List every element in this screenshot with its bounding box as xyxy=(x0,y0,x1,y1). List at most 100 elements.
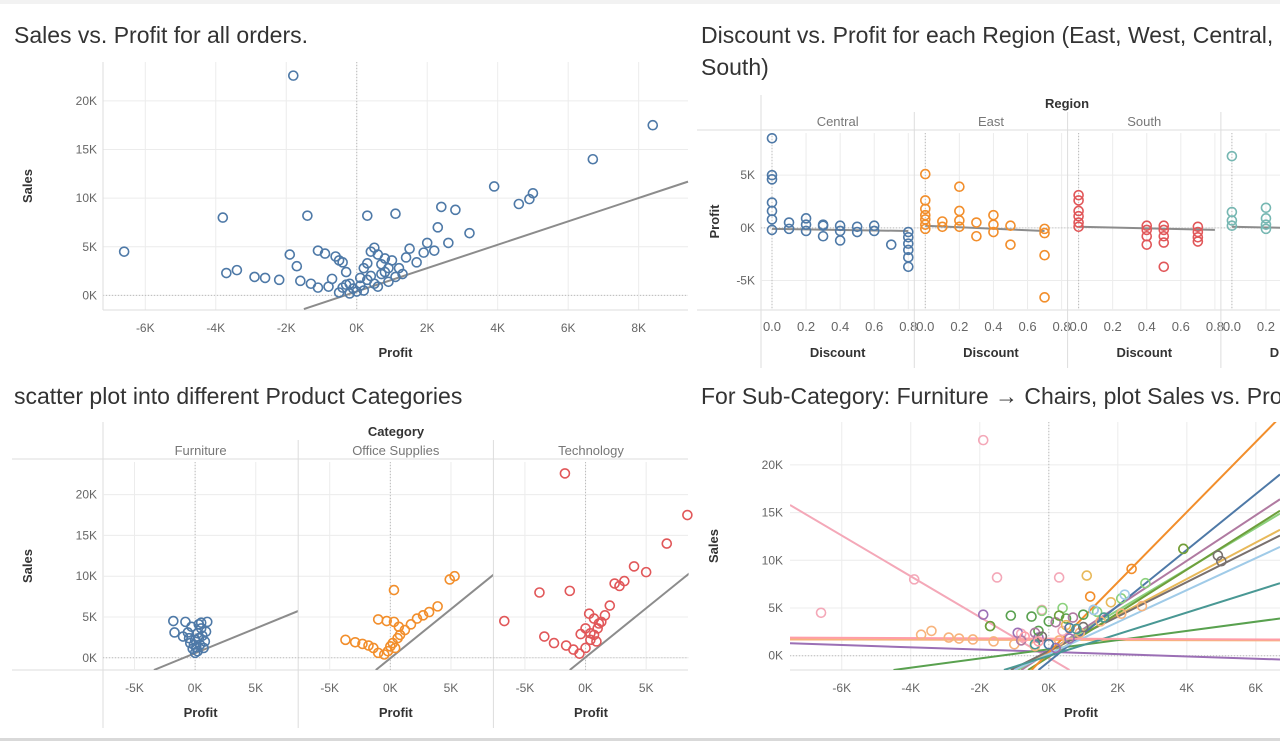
sheet-title-category-scatter: scatter plot into different Product Cate… xyxy=(14,383,463,409)
data-point xyxy=(937,216,948,227)
y-axis-title: Sales xyxy=(706,529,721,563)
data-point xyxy=(376,268,387,280)
sheet-title-chairs-scatter: For Sub-Category: Furniture → Chairs, pl… xyxy=(701,383,1280,409)
data-point xyxy=(527,187,539,199)
data-point xyxy=(302,210,313,221)
x-tick-label: 0.0 xyxy=(1070,319,1088,334)
data-point xyxy=(1067,612,1079,623)
data-point xyxy=(1226,215,1238,226)
data-point xyxy=(389,642,401,654)
data-point xyxy=(1039,223,1050,235)
data-point xyxy=(817,230,829,242)
data-point xyxy=(168,615,179,627)
data-point xyxy=(388,584,400,596)
data-point xyxy=(449,570,460,582)
data-point xyxy=(405,619,417,630)
data-point xyxy=(926,625,937,637)
y-tick-label: 5K xyxy=(82,240,97,254)
x-tick-label: 0.2 xyxy=(1104,319,1122,334)
y-tick-label: 0K xyxy=(82,651,97,665)
data-point xyxy=(766,169,778,181)
data-point xyxy=(357,638,368,650)
data-point xyxy=(1073,221,1084,233)
trend-line xyxy=(1013,546,1280,670)
data-point xyxy=(604,600,616,611)
x-tick-label: 0K xyxy=(578,681,593,695)
data-point xyxy=(564,585,576,597)
x-tick-label: -5K xyxy=(125,681,144,695)
data-point xyxy=(919,168,931,180)
x-axis-title: Profit xyxy=(379,705,414,720)
data-point xyxy=(1260,223,1272,235)
data-point xyxy=(817,219,829,230)
x-tick-label: 0.6 xyxy=(1018,319,1036,334)
data-point xyxy=(591,636,602,647)
data-point xyxy=(1115,608,1127,620)
data-point xyxy=(834,220,846,232)
x-tick-label: 0K xyxy=(1041,681,1056,695)
x-tick-label: 0.0 xyxy=(916,319,934,334)
panel-header-category: Office Supplies xyxy=(352,443,440,458)
data-point xyxy=(411,613,423,624)
trend-line xyxy=(925,224,1045,232)
y-axis-title: Profit xyxy=(707,204,722,239)
x-axis-title: Discount xyxy=(1116,345,1172,360)
data-point xyxy=(915,629,927,641)
data-point xyxy=(1043,638,1055,650)
data-point xyxy=(766,132,778,144)
x-tick-label: 0.6 xyxy=(865,319,883,334)
data-point xyxy=(800,219,812,230)
x-tick-label: -4K xyxy=(206,321,225,335)
data-point xyxy=(383,262,394,274)
data-point xyxy=(908,574,920,585)
data-point xyxy=(392,632,403,644)
data-point xyxy=(390,271,401,283)
x-axis-title: Discount xyxy=(1270,345,1280,360)
data-point xyxy=(640,566,652,578)
x-tick-label: 4K xyxy=(1179,681,1194,695)
data-point xyxy=(815,607,827,619)
data-point xyxy=(1260,202,1272,214)
data-point xyxy=(513,198,525,210)
data-point xyxy=(587,153,599,165)
data-point xyxy=(1158,237,1170,248)
data-point xyxy=(1064,633,1075,644)
y-tick-label: 15K xyxy=(76,528,97,542)
panel-header-category: Furniture xyxy=(175,443,227,458)
data-point xyxy=(977,609,989,620)
data-point xyxy=(1036,605,1048,617)
x-tick-label: -2K xyxy=(970,681,989,695)
data-point xyxy=(834,235,846,246)
data-point xyxy=(885,239,897,250)
data-point xyxy=(450,204,461,216)
data-point xyxy=(628,561,640,572)
data-point xyxy=(221,267,232,279)
data-point xyxy=(340,634,351,646)
panel-header-category: Technology xyxy=(558,443,624,458)
data-point xyxy=(319,248,331,259)
x-tick-label: 0.8 xyxy=(1206,319,1224,334)
data-point xyxy=(379,253,391,264)
x-tick-label: 0.2 xyxy=(797,319,815,334)
data-point xyxy=(919,219,931,230)
y-tick-label: 5K xyxy=(82,610,97,624)
data-point xyxy=(464,227,475,239)
data-point xyxy=(1005,239,1016,250)
data-point xyxy=(868,220,880,232)
x-tick-label: 0K xyxy=(383,681,398,695)
data-point xyxy=(1026,611,1037,622)
data-point xyxy=(599,610,611,621)
data-point xyxy=(1078,609,1089,620)
data-point xyxy=(919,223,931,235)
data-point xyxy=(1226,220,1238,232)
y-tick-label: 0K xyxy=(82,288,97,302)
data-point xyxy=(192,645,203,657)
data-point xyxy=(988,219,999,230)
data-point xyxy=(539,631,550,642)
data-point xyxy=(1088,604,1099,616)
x-tick-label: 6K xyxy=(1249,681,1264,695)
data-point xyxy=(647,119,659,131)
data-point xyxy=(1119,589,1131,600)
data-point xyxy=(1043,616,1055,627)
data-point xyxy=(548,637,560,649)
